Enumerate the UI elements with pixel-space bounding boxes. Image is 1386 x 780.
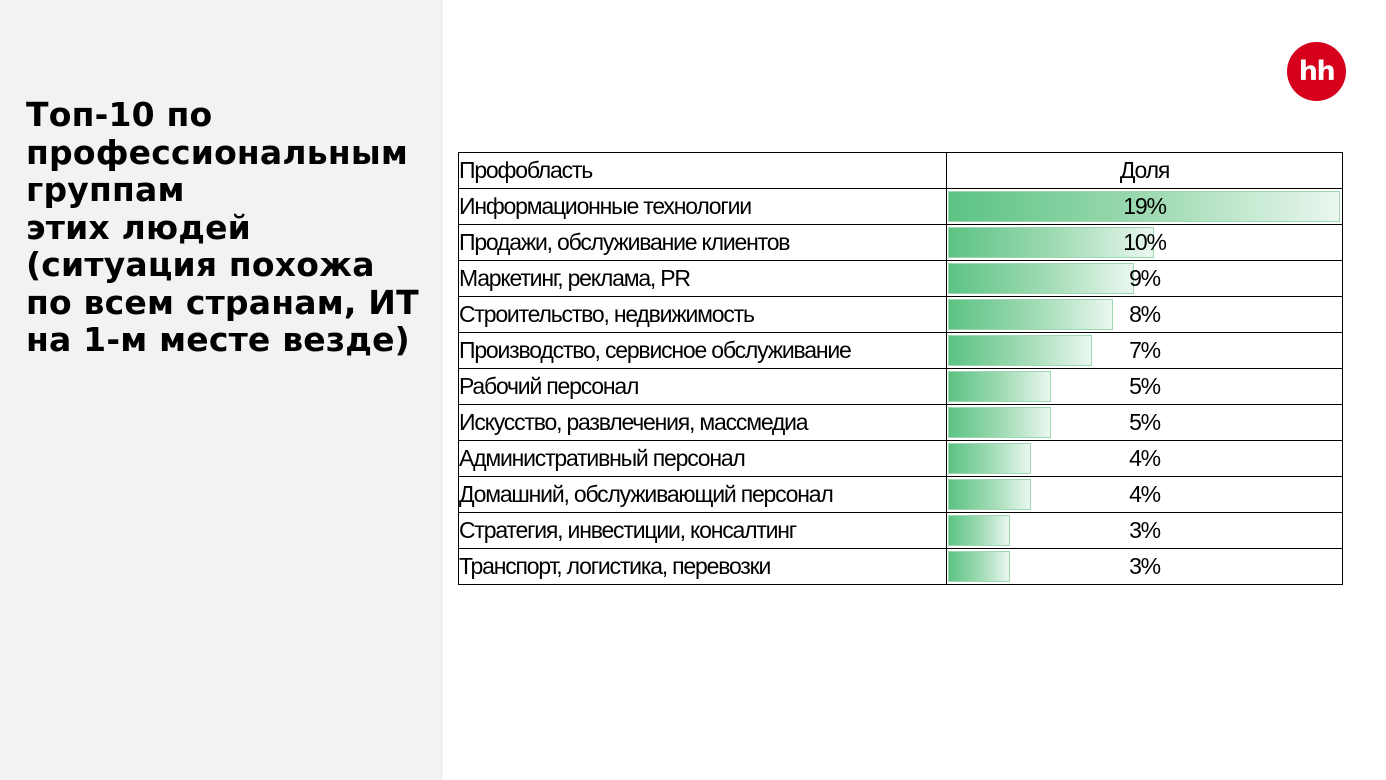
data-bar xyxy=(948,551,1010,582)
row-share: 4% xyxy=(946,440,1343,477)
table-row: Продажи, обслуживание клиентов 10% xyxy=(458,224,1343,261)
data-label: 4% xyxy=(1129,445,1161,471)
row-share: 9% xyxy=(946,260,1343,297)
row-share: 10% xyxy=(946,224,1343,261)
title-line: по всем странам, ИТ xyxy=(26,282,419,322)
row-share: 5% xyxy=(946,368,1343,405)
data-label: 3% xyxy=(1129,553,1161,579)
title-line: Топ-10 по xyxy=(26,95,213,134)
table-row: Стратегия, инвестиции, консалтинг 3% xyxy=(458,512,1343,549)
row-label: Строительство, недвижимость xyxy=(458,296,947,333)
row-share: 19% xyxy=(946,188,1343,225)
row-label: Информационные технологии xyxy=(458,188,947,225)
data-label: 8% xyxy=(1129,301,1161,327)
row-label: Продажи, обслуживание клиентов xyxy=(458,224,947,261)
table-row: Строительство, недвижимость 8% xyxy=(458,296,1343,333)
row-label: Рабочий персонал xyxy=(458,368,947,405)
table-row: Домашний, обслуживающий персонал 4% xyxy=(458,476,1343,513)
title-line: (ситуация похожа xyxy=(26,245,375,284)
data-bar xyxy=(948,479,1031,510)
row-share: 3% xyxy=(946,512,1343,549)
data-label: 4% xyxy=(1129,481,1161,507)
data-bar xyxy=(948,443,1031,474)
row-share: 4% xyxy=(946,476,1343,513)
title-line: этих людей xyxy=(26,207,251,247)
title-line: профессиональным xyxy=(26,132,409,172)
data-bar xyxy=(948,335,1092,366)
row-label: Транспорт, логистика, перевозки xyxy=(458,548,947,585)
table-row: Рабочий персонал 5% xyxy=(458,368,1343,405)
table-row: Маркетинг, реклама, PR 9% xyxy=(458,260,1343,297)
data-bar xyxy=(948,299,1113,330)
row-label: Производство, сервисное обслуживание xyxy=(458,332,947,369)
share-table: Профобласть Доля Информационные технолог… xyxy=(458,152,1343,585)
column-header-share: Доля xyxy=(946,152,1343,189)
data-label: 3% xyxy=(1129,517,1161,543)
table-row: Административный персонал 4% xyxy=(458,440,1343,477)
data-bar xyxy=(948,515,1010,546)
data-bar xyxy=(948,227,1154,258)
title-line: группам xyxy=(26,170,185,209)
row-share: 8% xyxy=(946,296,1343,333)
data-label: 19% xyxy=(1123,193,1167,219)
page-title: Топ-10 по профессиональным группам этих … xyxy=(26,96,441,359)
table-row: Информационные технологии 19% xyxy=(458,188,1343,225)
data-bar xyxy=(948,191,1340,222)
row-share: 7% xyxy=(946,332,1343,369)
column-header-area: Профобласть xyxy=(458,152,947,189)
data-bar xyxy=(948,263,1134,294)
data-bar xyxy=(948,371,1051,402)
hh-logo: hh xyxy=(1287,42,1346,101)
table-body: Информационные технологии 19% Продажи, обс… xyxy=(458,188,1343,585)
table-row: Искусство, развлечения, массмедиа 5% xyxy=(458,404,1343,441)
table-row: Транспорт, логистика, перевозки 3% xyxy=(458,548,1343,585)
row-label: Маркетинг, реклама, PR xyxy=(458,260,947,297)
title-line: на 1-м месте везде) xyxy=(26,320,410,359)
row-label: Домашний, обслуживающий персонал xyxy=(458,476,947,513)
left-panel xyxy=(0,0,443,780)
table-row: Производство, сервисное обслуживание 7% xyxy=(458,332,1343,369)
data-label: 10% xyxy=(1123,229,1167,255)
data-label: 9% xyxy=(1129,265,1161,291)
row-label: Административный персонал xyxy=(458,440,947,477)
table-header-row: Профобласть Доля xyxy=(458,152,1343,189)
data-label: 5% xyxy=(1129,409,1161,435)
data-label: 7% xyxy=(1129,337,1161,363)
row-share: 5% xyxy=(946,404,1343,441)
data-bar xyxy=(948,407,1051,438)
data-label: 5% xyxy=(1129,373,1161,399)
row-label: Стратегия, инвестиции, консалтинг xyxy=(458,512,947,549)
row-label: Искусство, развлечения, массмедиа xyxy=(458,404,947,441)
row-share: 3% xyxy=(946,548,1343,585)
